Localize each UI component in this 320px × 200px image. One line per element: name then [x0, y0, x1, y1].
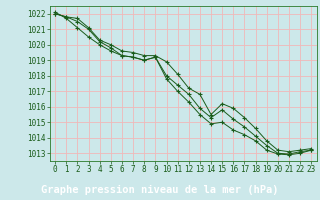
Text: Graphe pression niveau de la mer (hPa): Graphe pression niveau de la mer (hPa) [41, 185, 279, 195]
